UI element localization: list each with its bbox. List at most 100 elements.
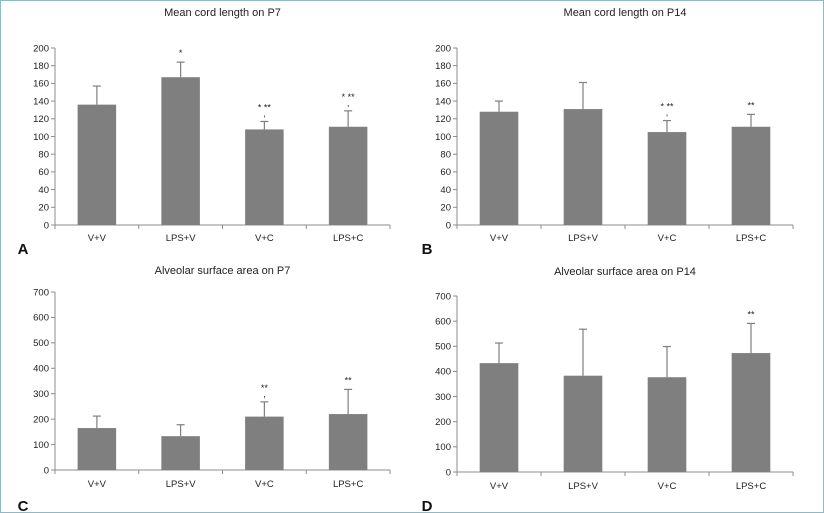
significance-annotation-line: * ** <box>660 102 674 112</box>
bar <box>161 77 200 225</box>
y-tick-label: 120 <box>435 114 451 125</box>
significance-annotation-line: ** <box>747 309 755 319</box>
bar <box>563 375 603 472</box>
chart-c-svg: Alveolar surface area on P7 0 100 200 300 400… <box>18 265 391 513</box>
bar <box>245 129 284 225</box>
category-label: LPS+V <box>568 233 599 244</box>
y-tick-label: 700 <box>435 291 451 302</box>
category-label: LPS+C <box>736 481 767 492</box>
chart-title: Mean cord length on P7 <box>164 7 281 19</box>
bar <box>328 126 368 225</box>
y-tick-label: 160 <box>33 79 49 90</box>
y-tick-label: 700 <box>33 287 49 298</box>
y-tick-label: 400 <box>435 367 451 378</box>
y-tick-label: 0 <box>446 467 451 478</box>
bar <box>731 353 771 472</box>
significance-annotation-line: * ** <box>342 92 356 102</box>
y-tick-label: 200 <box>33 43 49 54</box>
category-label: LPS+C <box>333 479 364 490</box>
panel-label: D <box>422 498 433 513</box>
significance-annotation: ** <box>747 100 755 110</box>
significance-annotation: * <box>179 48 183 58</box>
category-label: V+C <box>255 479 274 490</box>
significance-annotation-line: , <box>263 389 266 399</box>
y-tick-label: 0 <box>44 220 49 231</box>
panel-label: C <box>18 498 29 513</box>
category-label: LPS+V <box>166 233 197 244</box>
panel-a: Mean cord length on P7 0 20 40 60 80 100 120 140… <box>1 1 413 258</box>
y-tick-label: 60 <box>38 167 49 178</box>
significance-annotation: * **, <box>660 102 674 118</box>
y-tick-label: 100 <box>435 442 451 453</box>
y-tick-label: 120 <box>33 114 49 125</box>
bar <box>161 436 200 470</box>
category-label: V+C <box>658 233 677 244</box>
y-tick-label: 100 <box>33 440 49 451</box>
y-tick-label: 40 <box>38 185 49 196</box>
significance-annotation: * **, <box>258 102 272 118</box>
category-label: V+V <box>490 481 509 492</box>
category-label: V+V <box>490 233 509 244</box>
chart-title: Alveolar surface area on P7 <box>155 265 291 277</box>
y-tick-label: 400 <box>33 364 49 375</box>
panel-c: Alveolar surface area on P7 0 100 200 300 400… <box>1 257 413 513</box>
y-tick-label: 60 <box>440 167 451 178</box>
y-tick-label: 0 <box>446 220 451 231</box>
y-tick-label: 200 <box>435 43 451 54</box>
y-tick-label: 600 <box>33 313 49 324</box>
category-label: V+C <box>255 233 274 244</box>
category-label: LPS+C <box>736 233 767 244</box>
significance-annotation-line: , <box>347 98 350 108</box>
y-tick-label: 40 <box>440 185 451 196</box>
y-tick-label: 140 <box>435 96 451 107</box>
y-tick-label: 140 <box>33 96 49 107</box>
chart-a-svg: Mean cord length on P7 0 20 40 60 80 100 120 140… <box>18 7 391 258</box>
bar <box>479 111 519 225</box>
bar <box>77 104 117 225</box>
bar <box>563 109 603 225</box>
y-tick-label: 500 <box>435 342 451 353</box>
y-tick-label: 200 <box>33 414 49 425</box>
panel-label: A <box>18 241 29 258</box>
significance-annotation-line: * ** <box>258 102 272 112</box>
y-tick-label: 0 <box>44 465 49 476</box>
chart-title: Mean cord length on P14 <box>564 7 687 19</box>
category-label: LPS+V <box>166 479 197 490</box>
bar <box>647 132 687 225</box>
y-tick-label: 300 <box>435 392 451 403</box>
bar <box>328 414 368 470</box>
significance-annotation: **, <box>261 383 269 399</box>
chart-b-svg: Mean cord length on P14 0 20 40 60 80 100 120 14… <box>422 7 794 258</box>
y-tick-label: 600 <box>435 316 451 327</box>
significance-annotation: ** <box>747 309 755 319</box>
chart-title: Alveolar surface area on P14 <box>554 266 696 278</box>
category-label: V+C <box>658 481 677 492</box>
bar <box>245 416 284 470</box>
significance-annotation: ** <box>345 375 353 385</box>
significance-annotation-line: ** <box>261 383 269 393</box>
panel-d: Alveolar surface area on P14 0 100 200 300 40… <box>413 257 824 513</box>
significance-annotation-line: ** <box>345 375 353 385</box>
bar <box>479 363 519 472</box>
y-tick-label: 80 <box>38 150 49 161</box>
y-tick-label: 160 <box>435 79 451 90</box>
category-label: V+V <box>88 233 107 244</box>
significance-annotation-line: ** <box>747 100 755 110</box>
y-tick-label: 180 <box>435 61 451 72</box>
bar <box>77 428 117 470</box>
significance-annotation-line: * <box>179 48 183 58</box>
y-tick-label: 100 <box>435 132 451 143</box>
y-tick-label: 200 <box>435 417 451 428</box>
y-tick-label: 500 <box>33 338 49 349</box>
y-tick-label: 180 <box>33 61 49 72</box>
y-tick-label: 20 <box>440 203 451 214</box>
significance-annotation: * **, <box>342 92 356 108</box>
panel-b: Mean cord length on P14 0 20 40 60 80 100 120 14… <box>413 1 824 258</box>
bar <box>647 377 687 472</box>
category-label: LPS+V <box>568 481 599 492</box>
significance-annotation-line: , <box>263 108 266 118</box>
category-label: V+V <box>88 479 107 490</box>
y-tick-label: 100 <box>33 132 49 143</box>
y-tick-label: 80 <box>440 150 451 161</box>
